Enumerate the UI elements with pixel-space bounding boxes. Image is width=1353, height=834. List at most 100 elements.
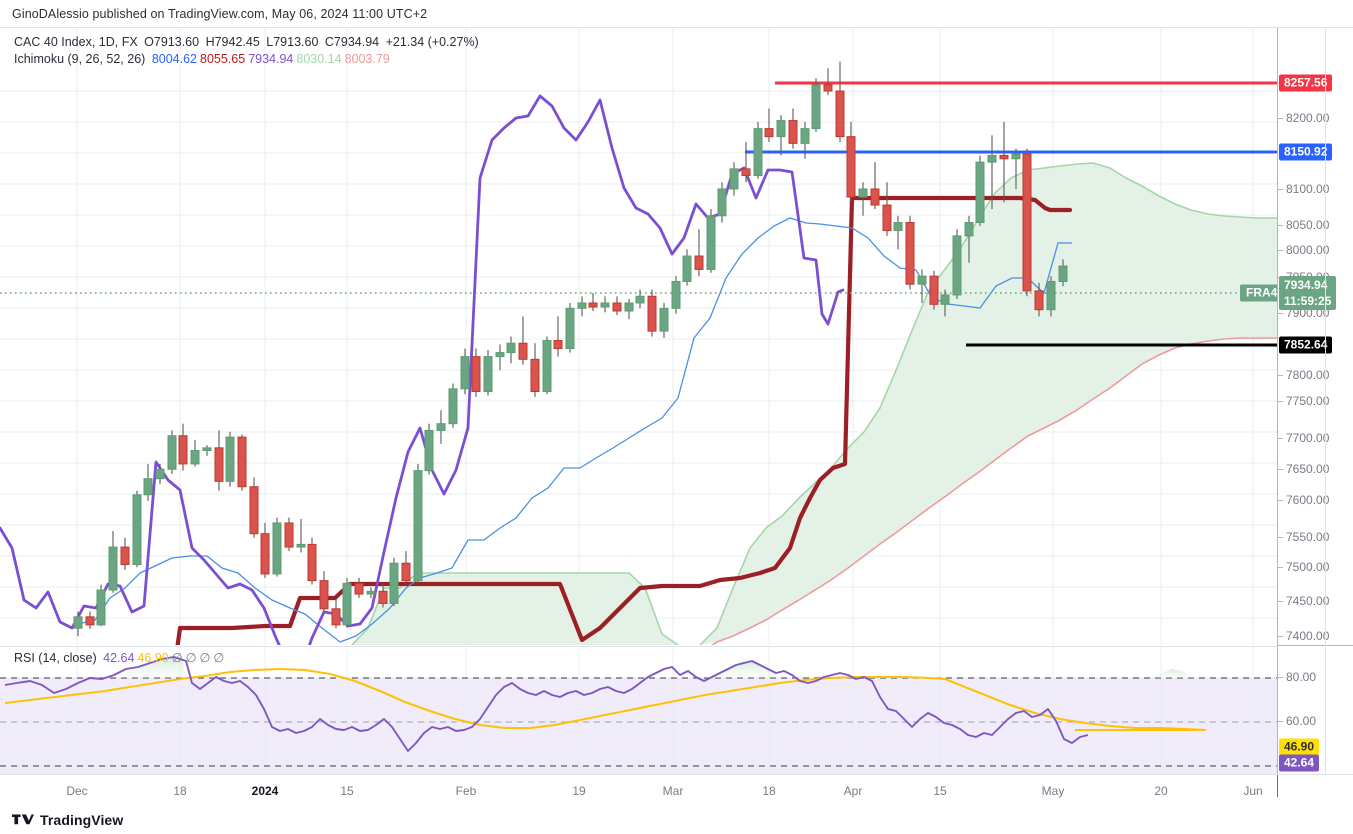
time-axis-label: 15 (933, 784, 947, 798)
tradingview-brand-text: TradingView (40, 811, 124, 828)
candle-body (893, 221, 903, 232)
ichimoku-cloud-fill (352, 163, 1277, 645)
tradingview-logo-icon (12, 814, 34, 824)
candle-body (858, 188, 868, 198)
rsi-overbought-fill-3 (1150, 669, 1196, 678)
rsi-ma-price-label[interactable]: 46.90 (1279, 738, 1320, 756)
candle-body (366, 590, 376, 595)
candle-body (588, 302, 598, 308)
candle-body (284, 522, 294, 548)
candle-body (788, 120, 798, 144)
candle-body (999, 154, 1009, 160)
price-axis-tick-mark (1278, 469, 1283, 470)
candle-body (413, 470, 423, 582)
time-axis[interactable]: Dec 18 2024 15 Feb 19 Mar 18 Apr 15 May 20 Jun (0, 774, 1353, 806)
candle-body (272, 522, 282, 575)
candle-body (260, 533, 270, 575)
ichimoku-senkou-b-line (710, 337, 1277, 645)
price-axis-tick-mark (1278, 189, 1283, 190)
candle-body (424, 429, 434, 472)
axis-pane-divider (1278, 645, 1353, 646)
candle-body (354, 582, 364, 595)
price-axis-tick-mark (1278, 375, 1283, 376)
candle-body (870, 188, 880, 206)
candle-body (296, 543, 306, 548)
time-axis-label: 2024 (251, 784, 279, 798)
price-axis-tick-mark (1278, 500, 1283, 501)
time-axis-label: Jun (1243, 784, 1263, 798)
price-axis-tick: 7700.00 (1286, 431, 1330, 445)
candle-body (917, 275, 927, 285)
price-axis-tick-mark (1278, 401, 1283, 402)
tradingview-brand[interactable]: TradingView (0, 812, 123, 828)
candle-body (389, 562, 399, 604)
price-axis-tick: 7500.00 (1286, 560, 1330, 574)
price-pane[interactable]: CAC 40 Index, 1D, FX O7913.60 H7942.45 L… (0, 28, 1277, 645)
candle-body (577, 302, 587, 309)
candle-body (506, 342, 516, 354)
price-axis-tick-mark (1278, 636, 1283, 637)
price-axis-tick: 7800.00 (1286, 368, 1330, 382)
rsi-axis-tick-mark (1278, 677, 1283, 678)
time-axis-label: 19 (572, 784, 586, 798)
candle-body (319, 580, 329, 610)
candlestick-series (73, 61, 1068, 637)
price-axis-tick-mark (1278, 438, 1283, 439)
price-axis-tick: 8000.00 (1286, 243, 1330, 257)
candle-body (987, 154, 997, 163)
rsi-chart-svg (0, 647, 1277, 774)
candle-body (905, 221, 915, 285)
candle-body (483, 356, 493, 392)
candle-body (964, 221, 974, 237)
candle-body (952, 235, 962, 296)
candle-body (800, 128, 810, 144)
rsi-value-price-label[interactable]: 42.64 (1279, 754, 1320, 772)
candle-body (694, 255, 704, 270)
candle-body (1022, 153, 1032, 292)
candle-body (741, 168, 751, 177)
time-axis-cursor-separator (1277, 775, 1278, 797)
ichimoku-kijun-sen (175, 195, 1073, 645)
time-axis-label: 20 (1154, 784, 1168, 798)
time-axis-label: May (1041, 784, 1065, 798)
blue-level-price-label[interactable]: 8150.92 (1279, 143, 1333, 161)
candle-body (518, 342, 528, 360)
candle-body (167, 435, 177, 470)
candle-body (120, 546, 130, 566)
support-price-label[interactable]: 7852.64 (1279, 336, 1333, 354)
candle-body (132, 494, 142, 566)
publisher-text: GinoDAlessio published on TradingView.co… (12, 6, 428, 21)
time-axis-label: Feb (455, 784, 477, 798)
candle-body (155, 468, 165, 480)
candle-body (835, 90, 845, 138)
price-axis-tick: 7400.00 (1286, 629, 1330, 643)
price-axis-tick: 8200.00 (1286, 111, 1330, 125)
time-axis-label: 15 (340, 784, 354, 798)
rsi-overbought-fill-1 (120, 657, 186, 678)
chart-frame: CAC 40 Index, 1D, FX O7913.60 H7942.45 L… (0, 27, 1353, 806)
candle-body (706, 215, 716, 270)
rsi-vertical-gridlines (76, 647, 1254, 774)
price-axis[interactable]: 8200.008100.008050.008000.007950.007900.… (1277, 28, 1353, 774)
price-axis-tick-mark (1278, 225, 1283, 226)
time-axis-label: Dec (66, 784, 88, 798)
rsi-band-background (0, 678, 1277, 774)
candle-body (307, 543, 317, 582)
candle-body (143, 478, 153, 496)
resistance-price-label[interactable]: 8257.56 (1279, 74, 1333, 92)
candle-body (929, 275, 939, 305)
candle-body (401, 562, 411, 582)
candle-body (565, 307, 575, 350)
candle-body (553, 340, 563, 350)
price-axis-tick-mark (1278, 313, 1283, 314)
price-axis-tick: 7450.00 (1286, 594, 1330, 608)
rsi-pane[interactable]: RSI (14, close) 42.64 46.90 ∅ ∅ ∅ ∅ (0, 646, 1277, 774)
candle-body (659, 307, 669, 332)
publisher-bar: GinoDAlessio published on TradingView.co… (0, 0, 1353, 27)
price-axis-tick-mark (1278, 250, 1283, 251)
candle-body (729, 168, 739, 190)
candle-body (811, 84, 821, 130)
candle-body (1058, 265, 1068, 283)
candle-body (249, 486, 259, 535)
